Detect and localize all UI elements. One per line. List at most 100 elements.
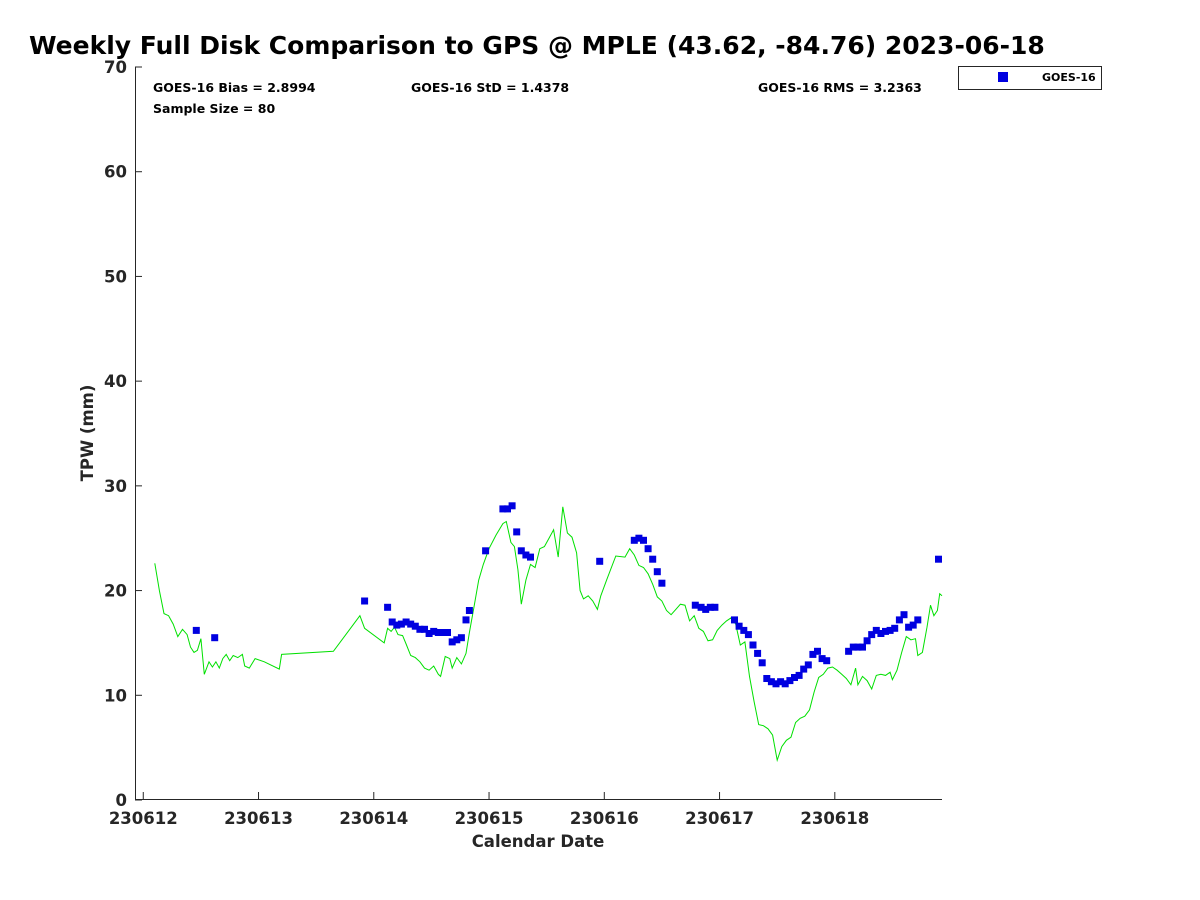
y-tick-label: 70 (104, 58, 127, 77)
goes16-data-point (731, 616, 738, 624)
goes16-data-point (763, 675, 771, 682)
y-tick-label: 50 (104, 267, 127, 286)
goes16-data-point (402, 618, 410, 626)
goes16-data-point (767, 678, 775, 686)
y-axis-label: TPW (mm) (78, 385, 97, 482)
y-tick-label: 60 (104, 163, 127, 182)
goes16-data-point (444, 629, 451, 636)
rms-stat: GOES-16 RMS = 3.2363 (758, 80, 922, 95)
goes16-data-point (754, 649, 762, 657)
goes16-data-point (872, 626, 880, 634)
goes16-data-point (522, 551, 530, 559)
goes16-data-point (891, 624, 899, 632)
sample-size-stat: Sample Size = 80 (153, 101, 275, 116)
goes16-data-point (644, 545, 652, 553)
goes16-data-point (691, 601, 699, 609)
x-tick-label: 230612 (109, 809, 178, 828)
goes16-data-point (845, 647, 853, 655)
goes16-data-point (859, 643, 866, 651)
goes16-data-point (457, 634, 465, 642)
goes16-data-point (772, 680, 780, 688)
goes16-data-point (596, 557, 604, 565)
series-layer (154, 502, 943, 763)
goes16-data-point (513, 528, 521, 536)
x-tick-label: 230618 (800, 809, 869, 828)
goes16-data-point (818, 655, 826, 663)
goes16-data-point (504, 505, 511, 513)
legend: GOES-16 (958, 66, 1102, 90)
goes16-data-point (849, 643, 857, 651)
goes16-data-point (453, 636, 461, 644)
goes16-data-point (781, 680, 789, 688)
plot-area (135, 67, 942, 800)
goes16-data-point (397, 620, 405, 628)
goes16-data-point (800, 665, 808, 673)
goes16-data-point (430, 627, 438, 635)
goes16-data-point (448, 638, 456, 646)
goes16-data-point (854, 643, 862, 651)
x-tick-label: 230614 (339, 809, 408, 828)
legend-label: GOES-16 (1042, 71, 1096, 84)
goes16-data-point (706, 603, 714, 611)
y-tick-label: 40 (104, 372, 127, 391)
goes16-data-point (886, 626, 894, 634)
goes16-data-point (527, 553, 534, 561)
y-tick-label: 30 (104, 477, 127, 496)
goes16-data-point (877, 630, 885, 637)
goes16-data-point (749, 641, 757, 649)
goes16-data-point (407, 620, 415, 628)
goes16-data-point (882, 627, 889, 635)
goes16-data-point (462, 616, 470, 624)
goes16-data-point (735, 622, 743, 630)
goes16-data-point (935, 555, 942, 563)
goes16-data-point (649, 555, 657, 563)
goes16-data-point (711, 603, 719, 611)
goes16-data-point (804, 661, 812, 669)
goes16-data-point (777, 678, 785, 686)
legend-box (958, 66, 1102, 90)
goes16-data-point (744, 631, 752, 639)
goes16-data-point (192, 626, 200, 634)
goes16-data-point (465, 607, 473, 614)
y-axis-ticks: 0 10 20 30 40 50 60 70 (104, 58, 142, 810)
goes16-data-point (384, 603, 392, 611)
goes16-data-point (635, 534, 643, 542)
goes16-data-point (758, 659, 766, 667)
goes16-data-point (439, 629, 447, 636)
chart-title: Weekly Full Disk Comparison to GPS @ MPL… (29, 31, 1045, 60)
goes16-data-point (900, 611, 908, 619)
goes16-data-point (361, 597, 369, 605)
goes16-data-point (640, 536, 647, 544)
goes16-data-point (905, 623, 913, 631)
goes16-data-point (658, 579, 666, 587)
x-tick-label: 230615 (455, 809, 524, 828)
bias-stat: GOES-16 Bias = 2.8994 (153, 80, 316, 95)
goes16-data-point (697, 603, 705, 611)
goes16-data-point (211, 634, 219, 642)
goes16-data-point (791, 674, 798, 681)
x-tick-label: 230616 (570, 809, 639, 828)
goes16-data-point (434, 629, 442, 636)
goes16-data-point (868, 631, 876, 639)
goes16-data-point (482, 547, 490, 555)
goes16-data-point (517, 547, 525, 555)
goes16-data-point (630, 536, 638, 544)
x-axis-label: Calendar Date (472, 832, 605, 851)
goes16-data-point (653, 568, 661, 576)
goes16-data-point (702, 605, 710, 613)
x-tick-label: 230613 (224, 809, 293, 828)
goes16-data-point (863, 637, 871, 645)
std-stat: GOES-16 StD = 1.4378 (411, 80, 569, 95)
x-axis-ticks: 230612 230613 230614 230615 230616 230617 2306… (109, 792, 869, 828)
goes16-data-point (425, 630, 433, 637)
goes16-data-point (909, 621, 917, 629)
goes16-data-point (914, 616, 922, 624)
goes16-data-point (508, 502, 516, 510)
goes16-data-point (786, 677, 794, 685)
x-tick-label: 230617 (685, 809, 754, 828)
goes16-data-point (421, 625, 428, 633)
goes16-data-point (416, 625, 424, 633)
goes16-data-point (795, 671, 803, 679)
